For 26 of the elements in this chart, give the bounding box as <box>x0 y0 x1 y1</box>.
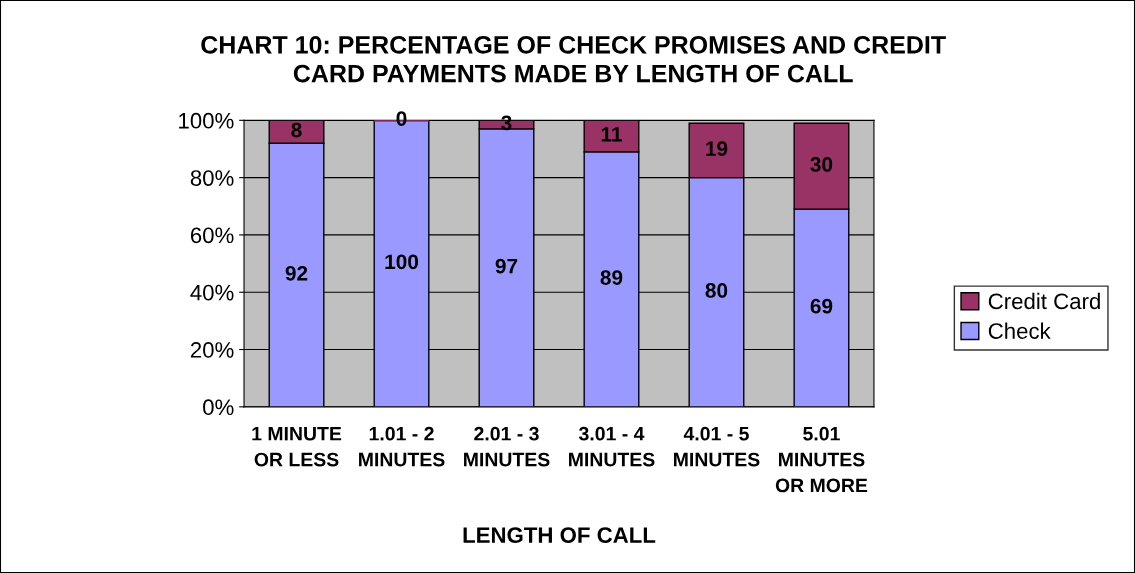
x-axis-title: LENGTH OF CALL <box>463 527 656 544</box>
data-label: 30 <box>810 157 833 172</box>
data-label: 19 <box>706 141 728 156</box>
y-tick-label: 40% <box>190 284 234 301</box>
y-tick-label: 0% <box>203 399 234 416</box>
x-tick-label: 1 MINUTE OR LESS <box>252 426 342 467</box>
y-tick-label: 20% <box>190 342 234 358</box>
y-tick-label: 100% <box>179 112 234 129</box>
x-tick-label: 2.01 - 3 MINUTES <box>464 426 550 467</box>
data-label: 11 <box>601 127 622 142</box>
y-tick-label: 80% <box>190 170 234 186</box>
legend-label: Check <box>988 322 1051 339</box>
x-tick-label: 5.01 MINUTES OR MORE <box>775 426 868 493</box>
data-label: 8 <box>291 122 302 138</box>
legend-label: Credit Card <box>988 292 1100 310</box>
data-label: 97 <box>495 258 518 274</box>
chart-title: CHART 10: PERCENTAGE OF CHECK PROMISES AND CREDIT CARD PAYMENTS MADE BY LENGTH OF CALL <box>201 35 946 83</box>
data-label: 69 <box>810 298 833 314</box>
x-tick-label: 1.01 - 2 MINUTES <box>359 426 445 467</box>
data-label: 100 <box>385 254 419 270</box>
data-label: 89 <box>600 270 623 285</box>
x-tick-label: 4.01 - 5 MINUTES <box>674 426 760 467</box>
y-tick-label: 60% <box>190 227 234 244</box>
x-tick-label: 3.01 - 4 MINUTES <box>569 426 655 467</box>
data-label: 92 <box>285 265 308 281</box>
data-label: 80 <box>705 283 728 298</box>
